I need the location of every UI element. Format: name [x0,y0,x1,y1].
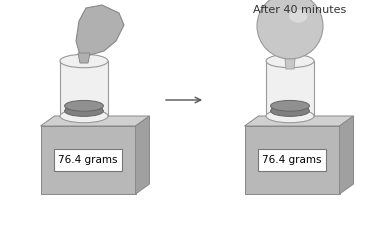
Text: After 40 minutes: After 40 minutes [253,5,346,15]
Polygon shape [340,116,353,194]
FancyBboxPatch shape [54,149,122,171]
Ellipse shape [270,106,309,116]
Ellipse shape [270,100,309,111]
Ellipse shape [266,54,314,68]
Circle shape [257,0,323,59]
Polygon shape [76,5,124,55]
Polygon shape [285,59,295,69]
Ellipse shape [60,54,108,68]
Polygon shape [40,116,149,126]
Polygon shape [244,116,353,126]
FancyBboxPatch shape [258,149,326,171]
Text: 76.4 grams: 76.4 grams [58,155,118,165]
Text: 76.4 grams: 76.4 grams [262,155,322,165]
Polygon shape [136,116,149,194]
Polygon shape [40,126,136,194]
Ellipse shape [60,109,108,123]
Ellipse shape [266,109,314,123]
Polygon shape [78,53,90,63]
Polygon shape [65,106,104,111]
Ellipse shape [289,10,308,23]
Polygon shape [244,126,340,194]
Polygon shape [266,61,314,116]
Polygon shape [270,106,309,111]
Ellipse shape [65,106,104,116]
Ellipse shape [65,100,104,111]
Polygon shape [60,61,108,116]
